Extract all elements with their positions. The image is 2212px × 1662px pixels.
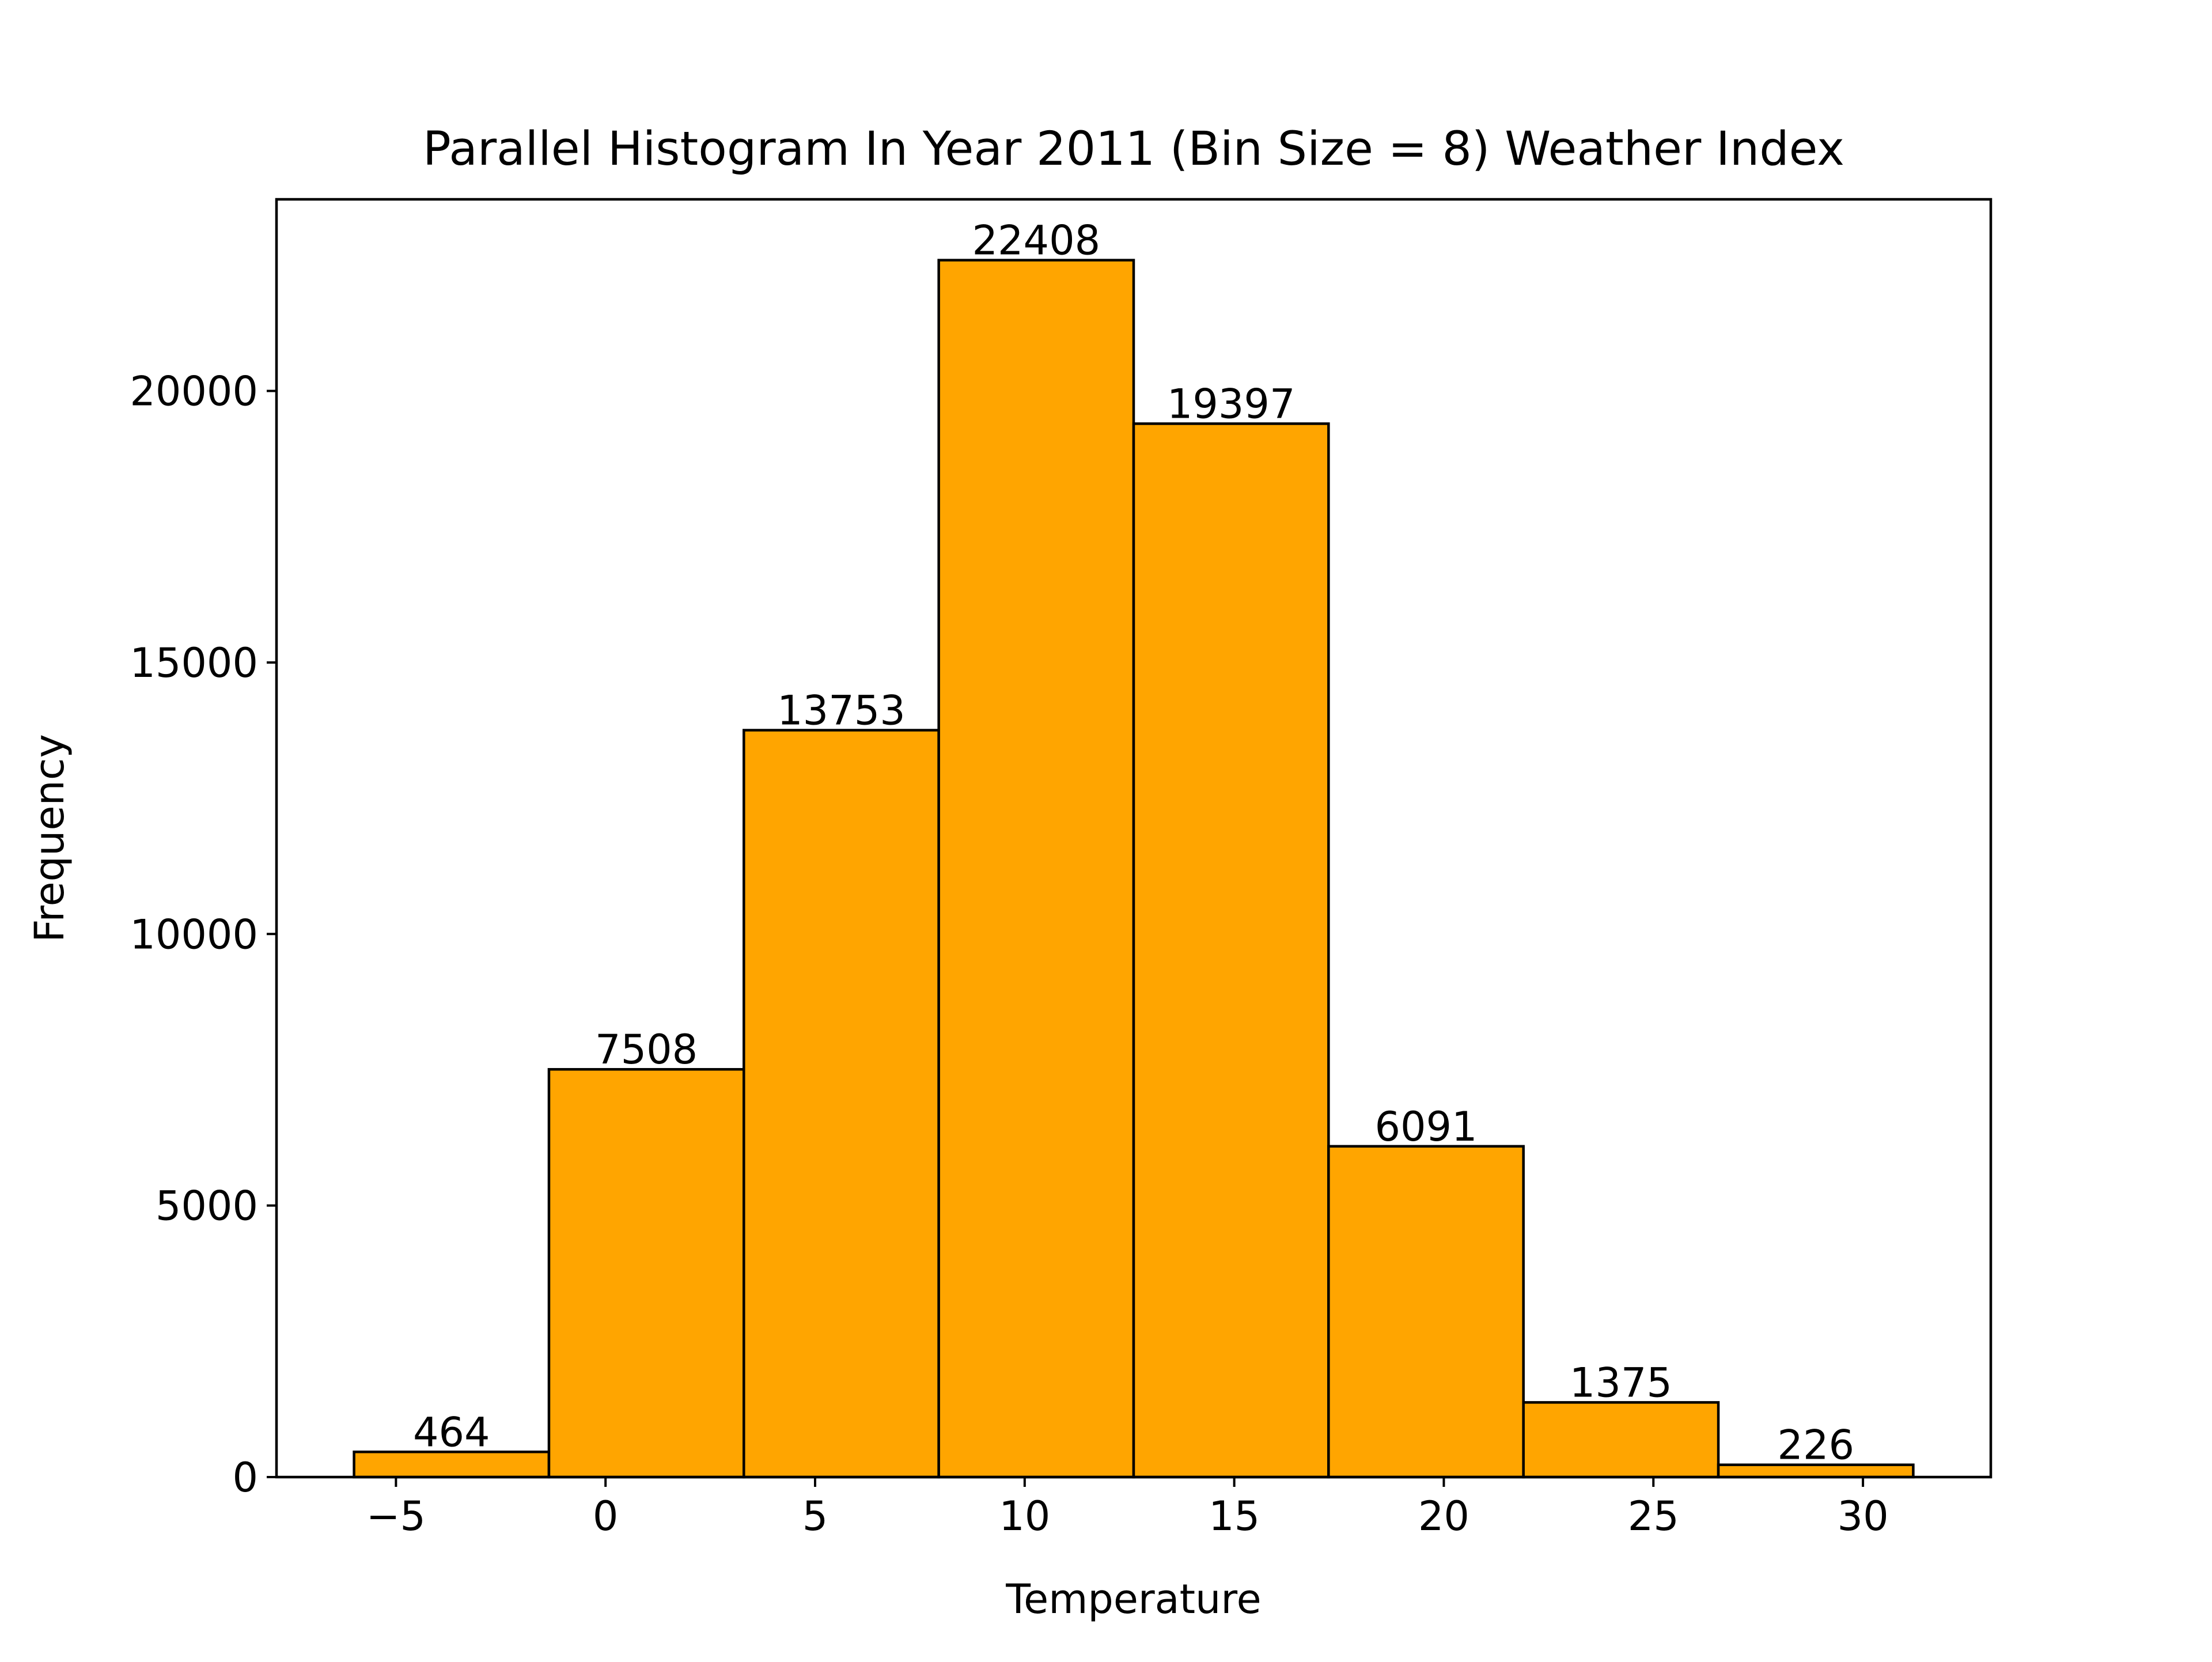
histogram-bar xyxy=(353,1451,551,1479)
x-tick-label: 25 xyxy=(1628,1493,1679,1540)
histogram-bar xyxy=(1132,422,1330,1479)
x-tick-label: 0 xyxy=(593,1493,619,1540)
y-tick-label: 20000 xyxy=(130,368,258,415)
histogram-bar xyxy=(743,729,940,1479)
y-tick-label: 0 xyxy=(232,1454,258,1501)
histogram-bar xyxy=(1327,1145,1525,1479)
y-axis-ticks: 0 5000 10000 15000 20000 xyxy=(130,368,276,1501)
x-tick-label: 5 xyxy=(802,1493,828,1540)
bars-layer xyxy=(353,259,1915,1479)
x-axis-ticks: −5 0 5 10 15 20 25 30 xyxy=(366,1477,1889,1540)
histogram-bar xyxy=(1522,1401,1720,1479)
x-tick-label: 15 xyxy=(1209,1493,1260,1540)
x-tick-label: 10 xyxy=(999,1493,1050,1540)
bar-value-label: 464 xyxy=(413,1409,490,1456)
histogram-bar xyxy=(547,1067,745,1479)
bar-value-label: 7508 xyxy=(595,1026,698,1073)
y-tick-label: 15000 xyxy=(130,639,258,687)
bar-value-label: 19397 xyxy=(1167,380,1296,427)
bar-value-label: 226 xyxy=(1777,1422,1854,1469)
histogram-bar xyxy=(937,259,1135,1479)
bar-value-label: 13753 xyxy=(777,687,906,734)
y-axis-label: Frequency xyxy=(26,734,73,942)
plot-frame xyxy=(275,198,1993,1479)
x-tick-label: 30 xyxy=(1838,1493,1889,1540)
chart-title: Parallel Histogram In Year 2011 (Bin Siz… xyxy=(423,122,1844,176)
bar-value-label: 1375 xyxy=(1570,1359,1672,1406)
x-tick-label: 20 xyxy=(1418,1493,1469,1540)
x-axis-label: Temperature xyxy=(1005,1576,1261,1623)
bar-labels-layer: 464 7508 13753 22408 19397 6091 1375 226 xyxy=(413,217,1854,1469)
x-tick-label: −5 xyxy=(366,1493,426,1540)
y-tick-label: 10000 xyxy=(130,911,258,958)
y-tick-label: 5000 xyxy=(156,1183,258,1230)
bar-value-label: 22408 xyxy=(972,217,1100,264)
bar-value-label: 6091 xyxy=(1374,1103,1477,1150)
